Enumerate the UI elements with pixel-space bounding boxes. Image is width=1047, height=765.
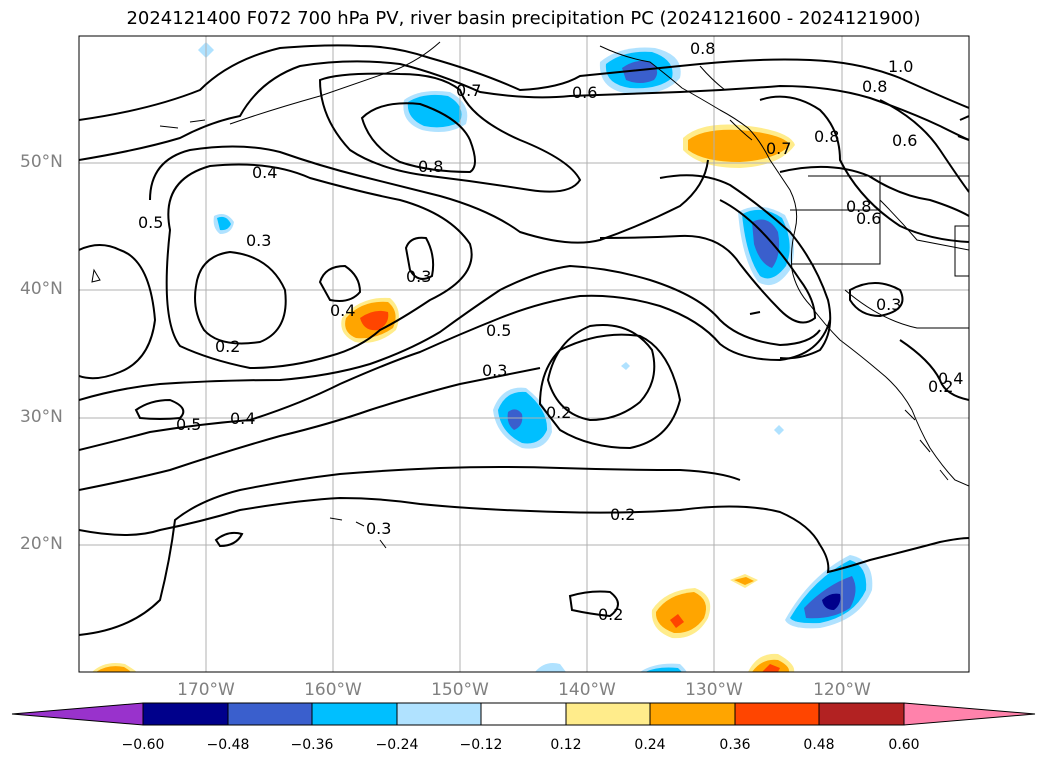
contour-label: 0.2	[215, 337, 240, 356]
colorbar-extend-low	[11, 702, 144, 726]
colorbar-box	[734, 702, 820, 726]
colorbar-box	[311, 702, 398, 726]
shade-blue	[622, 60, 658, 83]
contour-labels: 0.8 0.7 0.6 0.8 1.0 0.8 0.8 0.6 0.7 0.4 …	[138, 39, 963, 624]
shade-orange	[670, 614, 684, 628]
colorbar-box	[142, 702, 229, 726]
contour-label: 0.2	[546, 403, 571, 422]
lon-label: 140°W	[558, 680, 616, 700]
colorbar-box	[396, 702, 482, 726]
contour-label: 0.3	[482, 361, 507, 380]
colorbar-tick: 0.24	[634, 737, 666, 753]
contour-label: 0.4	[230, 409, 255, 428]
contour-label: 0.5	[486, 321, 511, 340]
colorbar-tick: −0.60	[121, 737, 165, 753]
lon-label: 120°W	[813, 680, 871, 700]
lon-label: 170°W	[177, 680, 235, 700]
colorbar-tick: −0.36	[290, 737, 334, 753]
contour-label: 0.7	[456, 81, 481, 100]
contour-label: 0.2	[928, 377, 953, 396]
colorbar-box	[227, 702, 313, 726]
lon-label: 150°W	[431, 680, 489, 700]
lon-label: 160°W	[304, 680, 362, 700]
contour-label: 0.4	[938, 369, 963, 388]
shade-orange	[360, 310, 389, 331]
contour-label: 0.2	[598, 605, 623, 624]
contour-label: 0.4	[252, 163, 277, 182]
contour-label: 0.8	[418, 157, 443, 176]
shade-orange	[655, 592, 707, 634]
gridlines	[79, 36, 969, 672]
contour-label: 0.3	[406, 267, 431, 286]
shade-orange	[762, 664, 780, 672]
shade-blue	[621, 362, 630, 370]
colorbar-tick: −0.48	[206, 737, 250, 753]
contour-label: 0.6	[572, 83, 597, 102]
colorbar-box	[480, 702, 567, 726]
lat-label: 50°N	[20, 152, 63, 172]
lat-label: 30°N	[20, 407, 63, 427]
contour-label: 0.8	[846, 197, 871, 216]
shade-blue	[407, 94, 462, 128]
contour-label: 0.3	[876, 295, 901, 314]
colorbar-tick: 0.12	[550, 737, 582, 753]
contour-label: 0.6	[892, 131, 917, 150]
shade-blue	[774, 425, 784, 435]
plot-frame	[78, 35, 970, 673]
contour-label: 0.5	[138, 213, 163, 232]
contour-label: 0.4	[330, 301, 355, 320]
contour-label: 0.7	[766, 139, 791, 158]
shade-orange	[734, 577, 754, 585]
contour-label: 0.3	[366, 519, 391, 538]
shade-blue	[645, 667, 682, 672]
contour-label: 0.6	[856, 209, 881, 228]
shading-layer	[92, 42, 873, 672]
shade-blue	[822, 593, 841, 610]
contour-label: 0.8	[814, 127, 839, 146]
coastlines	[91, 41, 969, 549]
pv-contours	[79, 44, 969, 636]
colorbar-tick: 0.36	[719, 737, 751, 753]
colorbar-tick: 0.48	[803, 737, 835, 753]
shade-blue	[217, 216, 231, 231]
colorbar-box	[565, 702, 651, 726]
lon-label: 130°W	[685, 680, 743, 700]
contour-label: 0.2	[610, 505, 635, 524]
colorbar-tick: 0.60	[888, 737, 920, 753]
colorbar	[11, 702, 1036, 726]
lat-label: 20°N	[20, 534, 63, 554]
contour-label: 0.3	[246, 231, 271, 250]
colorbar-extend-high	[903, 702, 1036, 726]
contour-label: 0.8	[690, 39, 715, 58]
map-title: 2024121400 F072 700 hPa PV, river basin …	[126, 8, 921, 29]
contour-label: 0.5	[176, 415, 201, 434]
colorbar-box	[818, 702, 905, 726]
shade-blue	[507, 409, 523, 430]
colorbar-tick: −0.24	[375, 737, 419, 753]
shade-orange	[96, 666, 131, 672]
colorbar-tick: −0.12	[459, 737, 503, 753]
shade-blue	[535, 663, 566, 672]
contour-label: 0.8	[862, 77, 887, 96]
lat-label: 40°N	[20, 279, 63, 299]
shade-blue	[752, 219, 780, 268]
colorbar-box	[649, 702, 736, 726]
contour-label: 1.0	[888, 57, 913, 76]
